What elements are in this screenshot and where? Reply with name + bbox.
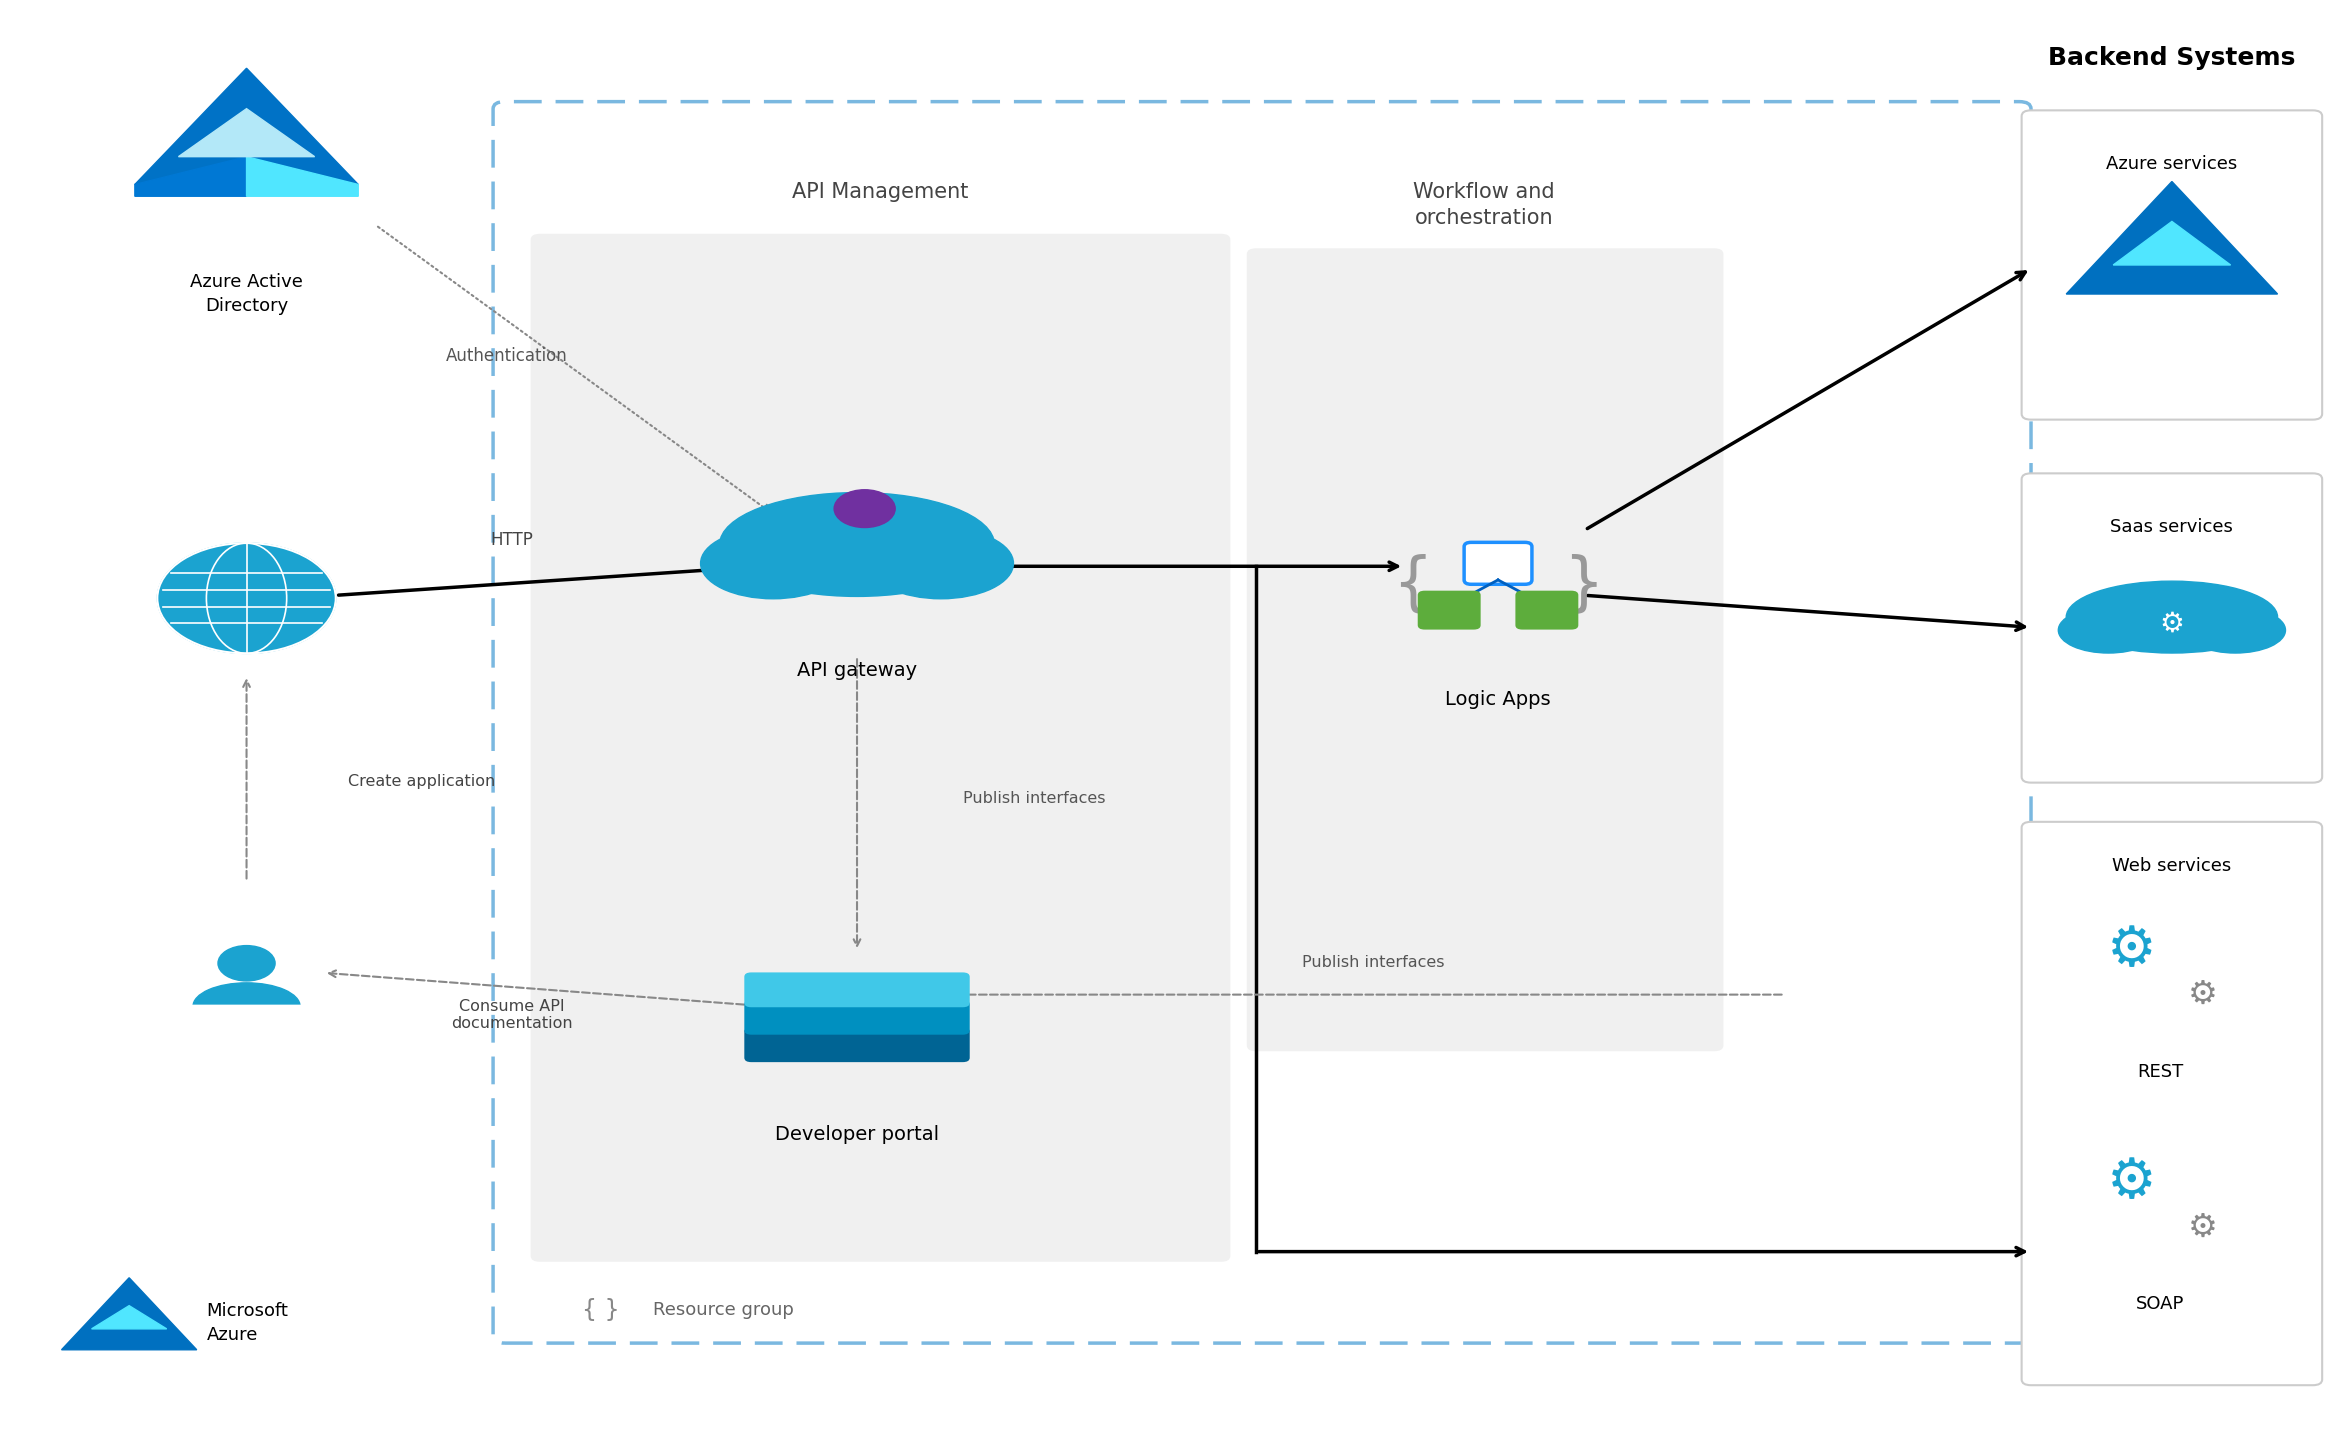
Text: ⚙: ⚙: [2106, 1156, 2158, 1211]
Text: ⚙: ⚙: [2106, 923, 2158, 979]
Ellipse shape: [869, 529, 1014, 598]
Text: API Management: API Management: [791, 182, 970, 202]
Text: ⚙: ⚙: [2160, 610, 2184, 637]
FancyBboxPatch shape: [1418, 591, 1482, 630]
Text: Workflow and
orchestration: Workflow and orchestration: [1413, 182, 1554, 228]
Polygon shape: [61, 1278, 197, 1350]
Text: Create application: Create application: [348, 774, 495, 788]
Ellipse shape: [2186, 607, 2285, 653]
FancyBboxPatch shape: [176, 1005, 317, 1035]
FancyBboxPatch shape: [2022, 473, 2322, 783]
Text: Publish interfaces: Publish interfaces: [1303, 955, 1444, 970]
Circle shape: [157, 543, 336, 653]
Polygon shape: [134, 68, 359, 184]
FancyBboxPatch shape: [531, 234, 1230, 1262]
FancyBboxPatch shape: [493, 102, 2031, 1343]
Text: ⚙: ⚙: [2188, 1211, 2217, 1243]
Text: ⚙: ⚙: [2188, 979, 2217, 1011]
Text: }: }: [1564, 553, 1604, 614]
Text: Backend Systems: Backend Systems: [2047, 46, 2296, 71]
Polygon shape: [178, 109, 315, 157]
Text: Azure Active
Directory: Azure Active Directory: [190, 273, 303, 315]
Text: Authentication: Authentication: [446, 347, 568, 364]
Text: Publish interfaces: Publish interfaces: [963, 791, 1106, 806]
FancyBboxPatch shape: [744, 1028, 970, 1063]
Text: Microsoft
Azure: Microsoft Azure: [207, 1302, 289, 1343]
Ellipse shape: [718, 492, 996, 597]
Circle shape: [834, 489, 895, 527]
FancyBboxPatch shape: [2022, 822, 2322, 1385]
Polygon shape: [2113, 221, 2231, 264]
FancyBboxPatch shape: [1465, 543, 1531, 584]
Polygon shape: [92, 1305, 167, 1329]
Circle shape: [218, 945, 275, 982]
Text: REST: REST: [2137, 1063, 2184, 1080]
Text: Logic Apps: Logic Apps: [1446, 690, 1550, 709]
Ellipse shape: [2059, 607, 2158, 653]
Text: Resource group: Resource group: [653, 1301, 794, 1318]
Ellipse shape: [700, 529, 845, 598]
FancyBboxPatch shape: [1247, 248, 1723, 1051]
Text: {: {: [1392, 553, 1432, 614]
Text: Consume API
documentation: Consume API documentation: [451, 999, 573, 1031]
Text: HTTP: HTTP: [491, 531, 533, 549]
Text: Developer portal: Developer portal: [775, 1125, 939, 1144]
Polygon shape: [134, 157, 247, 196]
Ellipse shape: [2066, 581, 2278, 653]
Text: API gateway: API gateway: [796, 661, 918, 680]
Polygon shape: [247, 157, 359, 196]
Text: { }: { }: [582, 1298, 620, 1321]
FancyBboxPatch shape: [2022, 110, 2322, 420]
FancyBboxPatch shape: [744, 973, 970, 1008]
Text: Azure services: Azure services: [2106, 155, 2238, 173]
Polygon shape: [2066, 182, 2278, 293]
Text: Web services: Web services: [2113, 857, 2231, 874]
Ellipse shape: [193, 983, 301, 1029]
FancyBboxPatch shape: [744, 1000, 970, 1035]
FancyBboxPatch shape: [1514, 591, 1578, 630]
Text: Saas services: Saas services: [2111, 518, 2233, 536]
Text: SOAP: SOAP: [2137, 1295, 2184, 1313]
